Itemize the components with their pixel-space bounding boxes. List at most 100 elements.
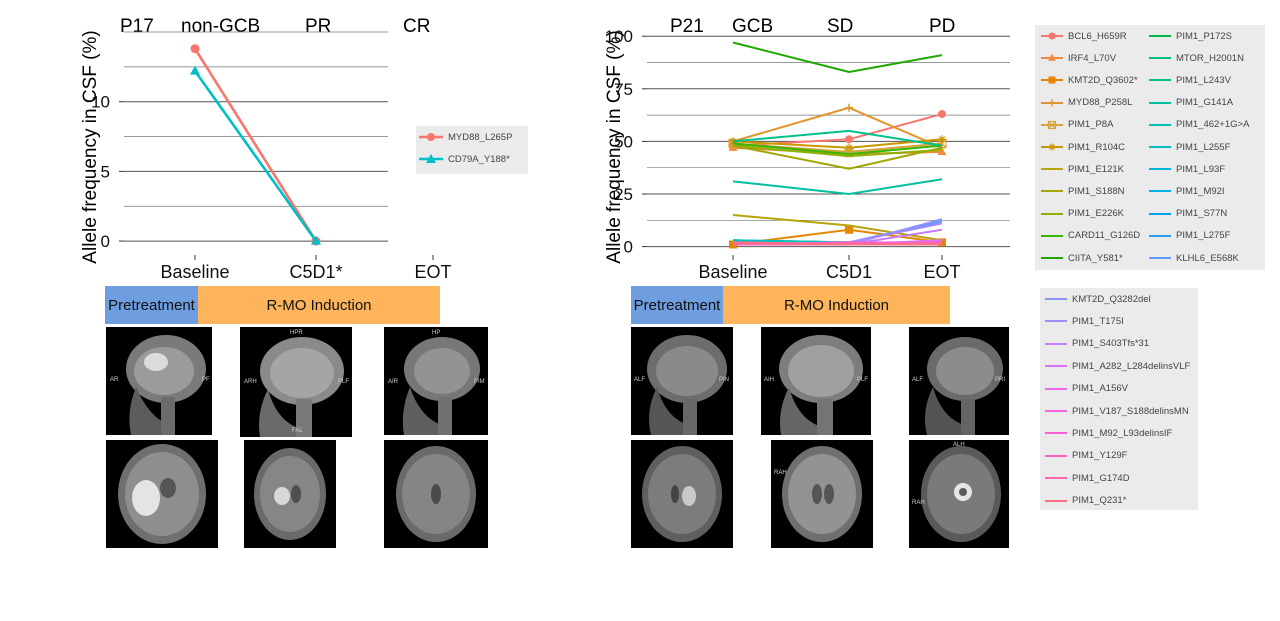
- legend-swatch: [1041, 32, 1063, 40]
- legend-label: PIM1_462+1G>A: [1176, 119, 1250, 131]
- legend-label: CIITA_Y581*: [1068, 252, 1123, 264]
- legend-swatch: [1149, 57, 1171, 60]
- p21-legend-item: PIM1_Y129F: [1044, 450, 1127, 462]
- legend-swatch: [1041, 234, 1063, 237]
- data-point: [845, 225, 853, 234]
- legend-swatch-marker-box: [1047, 120, 1057, 129]
- legend-swatch: [1045, 387, 1067, 390]
- legend-label: PIM1_L255F: [1176, 141, 1231, 153]
- legend-swatch: [1149, 234, 1171, 237]
- p21-legend-item: KMT2D_Q3282del: [1044, 293, 1151, 305]
- p17-response-eot: CR: [403, 16, 431, 37]
- p21-legend-item: CARD11_G126D: [1040, 230, 1140, 242]
- legend-swatch: [1149, 146, 1171, 148]
- legend-label: PIM1_P172S: [1176, 30, 1232, 42]
- legend-label: MTOR_H2001N: [1176, 52, 1244, 64]
- p21-legend-item: KMT2D_Q3602*: [1040, 74, 1138, 86]
- legend-swatch: [1041, 76, 1063, 84]
- p21-response-c5d1: SD: [827, 16, 854, 37]
- p21-legend-item: PIM1_462+1G>A: [1148, 119, 1249, 131]
- legend-swatch: [1041, 53, 1063, 61]
- legend-swatch: [1149, 168, 1171, 171]
- legend-label: PIM1_E121K: [1068, 163, 1124, 175]
- legend-label: KLHL6_E568K: [1176, 252, 1239, 264]
- legend-swatch: [1041, 212, 1063, 215]
- data-point: [845, 103, 853, 112]
- p21-legend-item: PIM1_Q231*: [1044, 495, 1126, 507]
- p21-legend-item: PIM1_M92I: [1148, 185, 1225, 197]
- series-line: [732, 144, 943, 170]
- p17-phase-pretreatment: Pretreatment: [105, 286, 198, 324]
- y-tick-label: 25: [614, 185, 633, 204]
- p21-legend-item: PIM1_A156V: [1044, 383, 1128, 395]
- p21-legend-item: PIM1_L255F: [1148, 141, 1230, 153]
- mri-orient-label: ALF: [634, 377, 646, 383]
- legend-label: PIM1_T175I: [1072, 315, 1124, 327]
- mri-orient-label: ALH: [953, 442, 965, 448]
- p17-legend: [416, 126, 528, 174]
- p21-legend-item: KLHL6_E568K: [1148, 252, 1239, 264]
- p21-legend-item: PIM1_G141A: [1148, 97, 1233, 109]
- legend-swatch: [1041, 257, 1063, 259]
- p21-legend-item: PIM1_S77N: [1148, 208, 1227, 220]
- mri-orient-label: RAH: [774, 470, 787, 476]
- legend-label: PIM1_P8A: [1068, 119, 1114, 131]
- legend-swatch: [1045, 499, 1067, 502]
- p17-legend-item-cd79a: CD79A_Y188*: [418, 153, 510, 165]
- p21-legend-item: IRF4_L70V: [1040, 52, 1116, 64]
- mri-orient-label: PF: [202, 377, 210, 383]
- p21-mri-axial-c5d1: RAH: [771, 440, 873, 548]
- series-line: [193, 48, 318, 242]
- mri-orient-label: PIN: [719, 377, 730, 383]
- data-point: [845, 135, 853, 144]
- legend-label: PIM1_Q231*: [1072, 495, 1127, 507]
- legend-swatch: [1041, 190, 1063, 193]
- x-tick-label: EOT: [414, 262, 451, 282]
- p21-legend-item: PIM1_P8A: [1040, 119, 1113, 131]
- series-line: [732, 178, 943, 195]
- p21-phase-pretreatment: Pretreatment: [631, 286, 723, 324]
- mri-orient-label: AIH: [764, 377, 775, 383]
- p21-subtype: GCB: [732, 16, 774, 37]
- p21-legend-item: BCL6_H659R: [1040, 30, 1127, 42]
- legend-swatch: [1045, 342, 1067, 345]
- p21-mri-axial-baseline: [631, 440, 733, 548]
- legend-swatch-marker-d2: [1049, 144, 1055, 150]
- p21-legend-item: PIM1_T175I: [1044, 315, 1124, 327]
- legend-label: PIM1_L243V: [1176, 74, 1231, 86]
- mri-orient-label: PLF: [338, 379, 350, 385]
- mri-orient-label: AIR: [388, 379, 399, 385]
- p21-legend-item: PIM1_L93F: [1148, 163, 1225, 175]
- p21-legend-item: PIM1_A282_L284delinsVLF: [1044, 360, 1190, 372]
- legend-swatch: [1041, 120, 1063, 129]
- legend-label: PIM1_V187_S188delinsMN: [1072, 405, 1189, 417]
- series-line: [732, 142, 943, 156]
- legend-label: PIM1_E226K: [1068, 208, 1124, 220]
- p21-mri-sagittal-eot: ALF PRI: [909, 327, 1009, 435]
- p21-legend-item: PIM1_L275F: [1148, 230, 1230, 242]
- y-tick-label: 5: [101, 162, 110, 181]
- legend-label: CARD11_G126D: [1068, 230, 1141, 242]
- legend-label: PIM1_Y129F: [1072, 450, 1128, 462]
- legend-swatch: [1041, 168, 1063, 171]
- legend-swatch: [1045, 365, 1067, 368]
- p21-mri-axial-eot: ALH RAH: [909, 440, 1009, 548]
- p21-legend-item: PIM1_E226K: [1040, 208, 1124, 220]
- legend-swatch-marker: [1048, 143, 1056, 151]
- legend-swatch-marker: [1047, 120, 1057, 129]
- legend-label: PIM1_S403Tfs*31: [1072, 338, 1150, 350]
- mri-orient-label: RAH: [912, 500, 925, 506]
- p21-patient-id: P21: [670, 16, 704, 37]
- p21-legend-item: MYD88_P258L: [1040, 97, 1132, 109]
- p21-legend-item: PIM1_S403Tfs*31: [1044, 338, 1149, 350]
- legend-swatch: [1045, 477, 1067, 480]
- x-tick-label: Baseline: [160, 262, 229, 282]
- data-point: [845, 143, 853, 152]
- legend-label: MYD88_L265P: [448, 131, 513, 143]
- mri-orient-label: PLF: [857, 377, 869, 383]
- legend-label: KMT2D_Q3282del: [1072, 293, 1151, 305]
- series-line: [193, 70, 318, 242]
- legend-swatch: [1149, 35, 1171, 37]
- legend-label: PIM1_L93F: [1176, 163, 1226, 175]
